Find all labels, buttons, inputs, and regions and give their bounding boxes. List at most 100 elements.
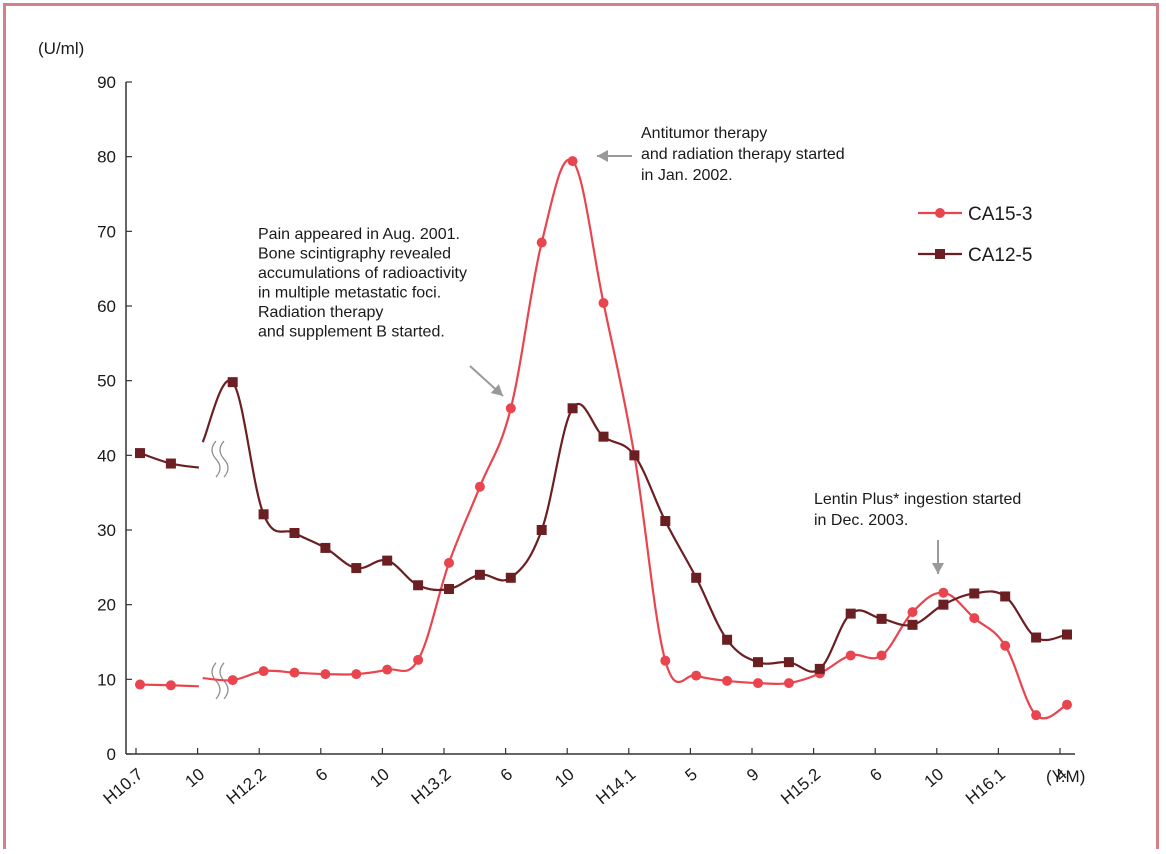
annotation-line: in Dec. 2003. — [814, 512, 908, 529]
x-tick-label: 10 — [921, 765, 948, 792]
data-point-ca12-5 — [845, 608, 856, 619]
y-tick-label: 30 — [97, 521, 116, 540]
data-point-ca12-5 — [505, 572, 516, 583]
data-point-ca15-3 — [753, 678, 763, 689]
x-tick-label: H16.1 — [962, 765, 1009, 809]
data-point-ca15-3 — [474, 481, 485, 492]
data-point-ca15-3 — [691, 670, 702, 681]
y-axis-label: (U/ml) — [38, 39, 84, 58]
x-tick-label: 10 — [181, 765, 208, 792]
annotation-line: in multiple metastatic foci. — [258, 285, 441, 302]
data-point-ca12-5 — [660, 516, 671, 527]
data-point-ca15-3 — [413, 654, 424, 665]
data-point-ca12-5 — [165, 458, 176, 469]
axes — [125, 82, 1075, 755]
data-point-ca15-3 — [227, 675, 238, 686]
annotation-arrowhead — [932, 563, 944, 574]
data-point-ca12-5 — [753, 657, 763, 668]
data-point-ca15-3 — [1031, 710, 1042, 721]
data-point-ca15-3 — [165, 680, 176, 691]
data-point-ca15-3 — [598, 298, 609, 309]
data-point-ca12-5 — [444, 583, 454, 594]
data-point-ca15-3 — [783, 678, 794, 689]
legend-label: CA15-3 — [968, 204, 1032, 225]
y-tick-label: 90 — [97, 73, 116, 92]
data-point-ca12-5 — [907, 619, 918, 630]
x-tick-label: H14.1 — [592, 765, 639, 809]
x-axis-ticks: H10.7 10 H12.2 6 10 H13.2 6 10 H14.1 5 9 H15.2 6 10 H1… — [100, 748, 1071, 808]
axis-break-marks — [211, 440, 229, 700]
annotation-line: and supplement B started. — [258, 324, 445, 341]
y-tick-label: 60 — [97, 297, 116, 316]
data-point-ca12-5 — [722, 634, 733, 645]
data-point-ca12-5 — [629, 450, 640, 461]
data-point-ca15-3 — [567, 156, 578, 167]
annotation-line: Antitumor therapy — [641, 125, 767, 142]
x-tick-label: 10 — [551, 765, 578, 792]
data-point-ca12-5 — [1062, 629, 1072, 640]
data-point-ca12-5 — [474, 569, 485, 580]
data-point-ca12-5 — [258, 509, 269, 520]
axis-break-mark — [211, 662, 221, 700]
y-tick-label: 0 — [107, 745, 116, 764]
axis-break-mark — [219, 440, 229, 478]
data-point-ca15-3 — [938, 587, 949, 598]
data-point-ca15-3 — [444, 557, 454, 568]
data-point-ca15-3 — [845, 650, 856, 661]
data-point-ca12-5 — [938, 599, 949, 610]
annotation-line: Pain appeared in Aug. 2001. — [258, 226, 460, 243]
data-point-ca12-5 — [598, 431, 609, 442]
legend: CA15-3 CA12-5 — [918, 204, 1032, 266]
y-tick-label: 10 — [97, 670, 116, 689]
legend-label: CA12-5 — [968, 245, 1032, 266]
data-point-ca12-5 — [969, 588, 980, 599]
y-axis-ticks: 0 10 20 30 40 50 60 70 80 90 — [97, 73, 132, 764]
x-tick-label: 6 — [497, 765, 516, 786]
annotation-line: Radiation therapy — [258, 304, 383, 321]
annotation-text: Lentin Plus* ingestion started in Dec. 20… — [814, 491, 1021, 529]
axis-break-mark — [211, 440, 221, 478]
y-tick-label: 70 — [97, 222, 116, 241]
legend-marker — [935, 249, 945, 259]
data-point-ca12-5 — [876, 613, 887, 624]
y-tick-label: 80 — [97, 148, 116, 167]
data-point-ca15-3 — [876, 650, 887, 661]
data-point-ca15-3 — [505, 403, 516, 414]
data-point-ca12-5 — [1000, 591, 1011, 602]
data-point-ca15-3 — [660, 655, 671, 666]
annotation-arrowhead — [490, 384, 503, 396]
chart-frame — [3, 3, 1159, 849]
data-point-ca12-5 — [691, 572, 702, 583]
x-tick-label: 6 — [312, 765, 331, 786]
data-point-ca15-3 — [289, 667, 300, 678]
data-point-ca12-5 — [289, 527, 300, 538]
x-tick-label: H12.2 — [223, 765, 270, 809]
data-point-ca15-3 — [382, 664, 393, 675]
data-point-ca12-5 — [351, 563, 362, 574]
annotation-line: Lentin Plus* ingestion started — [814, 491, 1021, 508]
x-tick-label: H15.2 — [777, 765, 824, 809]
x-tick-label: 9 — [743, 765, 762, 786]
data-point-ca12-5 — [413, 580, 424, 591]
data-point-ca12-5 — [135, 448, 145, 459]
series-markers — [135, 156, 1072, 721]
data-point-ca15-3 — [320, 669, 331, 680]
x-tick-label: 10 — [366, 765, 393, 792]
x-tick-label: 5 — [682, 765, 701, 786]
annotation-text: Antitumor therapy and radiation therapy s… — [641, 125, 845, 184]
series-line-ca15-3 — [202, 158, 1068, 720]
data-point-ca15-3 — [258, 666, 269, 677]
x-tick-label: H10.7 — [100, 765, 147, 809]
data-point-ca15-3 — [969, 613, 980, 624]
data-point-ca12-5 — [536, 525, 547, 535]
annotation-line: in Jan. 2002. — [641, 167, 733, 184]
data-point-ca12-5 — [814, 663, 825, 674]
legend-marker — [935, 208, 945, 218]
y-tick-label: 50 — [97, 372, 116, 391]
data-point-ca15-3 — [536, 237, 547, 248]
data-point-ca12-5 — [1031, 632, 1042, 643]
data-point-ca15-3 — [351, 669, 362, 680]
annotation-arrowhead — [597, 150, 608, 162]
data-point-ca15-3 — [135, 679, 145, 690]
